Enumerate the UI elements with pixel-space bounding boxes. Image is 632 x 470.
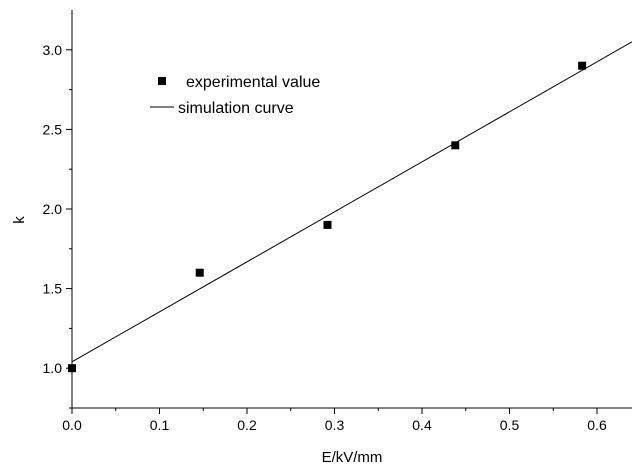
legend-square-marker-icon <box>158 77 166 85</box>
experimental-point <box>451 141 460 150</box>
experimental-point <box>195 268 204 277</box>
experimental-point <box>578 61 587 70</box>
experimental-point <box>323 220 332 229</box>
y-tick-label: 1.5 <box>43 281 63 297</box>
x-axis-title: E/kV/mm <box>322 449 383 466</box>
x-tick-label: 0.2 <box>237 417 257 433</box>
y-tick-label: 2.0 <box>43 201 63 217</box>
x-axis: 0.0 0.1 0.2 0.3 0.4 0.5 0.6 <box>62 408 607 433</box>
x-tick-label: 0.5 <box>500 417 520 433</box>
y-tick-label: 3.0 <box>43 42 63 58</box>
legend-label-simulation: simulation curve <box>178 100 294 117</box>
y-axis-title: k <box>11 216 28 224</box>
legend: experimental value simulation curve <box>150 74 320 117</box>
x-tick-label: 0.6 <box>587 417 607 433</box>
y-tick-label: 2.5 <box>43 121 63 137</box>
x-tick-label: 0.0 <box>62 417 82 433</box>
y-axis: 1.0 1.5 2.0 2.5 3.0 <box>43 42 72 409</box>
x-tick-label: 0.3 <box>325 417 345 433</box>
experimental-point <box>68 364 76 373</box>
plot-frame <box>71 10 632 409</box>
x-tick-label: 0.4 <box>412 417 432 433</box>
legend-label-experimental: experimental value <box>186 74 320 91</box>
x-tick-label: 0.1 <box>150 417 170 433</box>
series-layer <box>68 41 632 373</box>
y-tick-label: 1.0 <box>43 360 63 376</box>
simulation-curve-line <box>71 41 632 363</box>
